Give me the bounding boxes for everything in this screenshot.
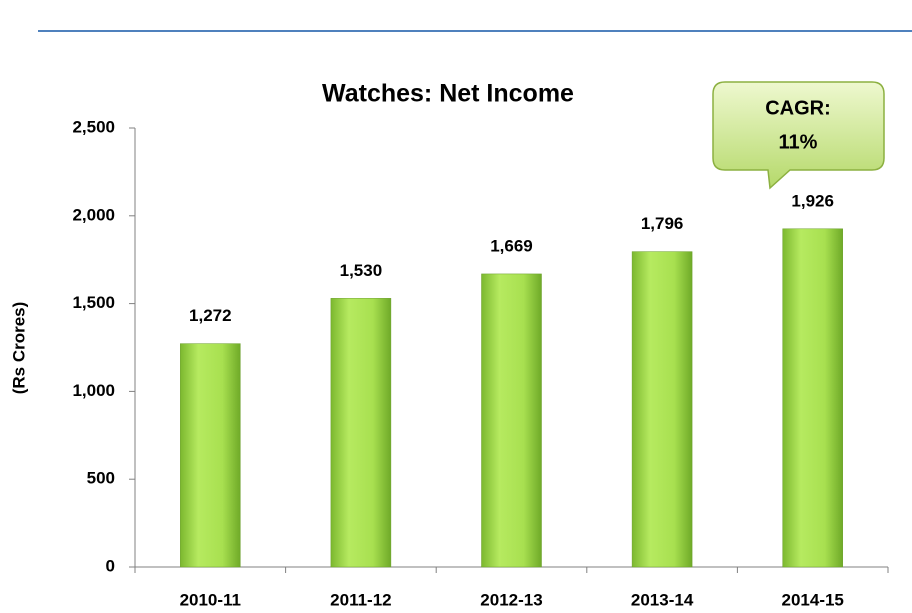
x-tick-label: 2014-15 — [782, 590, 844, 609]
bar — [330, 298, 392, 568]
x-tick-label: 2011-12 — [330, 590, 391, 609]
value-label: 1,796 — [641, 214, 684, 233]
y-tick-label: 1,500 — [72, 293, 115, 312]
annotation: CAGR: — [765, 97, 831, 119]
y-tick-label: 0 — [106, 556, 115, 575]
y-tick-label: 2,000 — [72, 205, 115, 224]
y-tick-label: 1,000 — [72, 381, 115, 400]
bar — [782, 228, 843, 568]
callout — [712, 81, 885, 190]
value-label: 1,669 — [490, 236, 533, 255]
bar — [631, 251, 693, 568]
annotation: 11% — [779, 131, 818, 153]
bar — [481, 273, 542, 568]
value-label: 1,926 — [791, 191, 834, 210]
value-label: 1,272 — [189, 306, 232, 325]
x-tick-label: 2012-13 — [480, 590, 542, 609]
x-tick-label: 2013-14 — [631, 590, 694, 609]
chart-title: Watches: Net Income — [322, 80, 574, 108]
y-tick-label: 2,500 — [72, 117, 115, 136]
value-label: 1,530 — [340, 261, 383, 280]
y-axis-label: (Rs Crores) — [9, 302, 28, 395]
y-tick-label: 500 — [87, 469, 115, 488]
bar — [180, 343, 241, 568]
x-tick-label: 2010-11 — [180, 590, 241, 609]
